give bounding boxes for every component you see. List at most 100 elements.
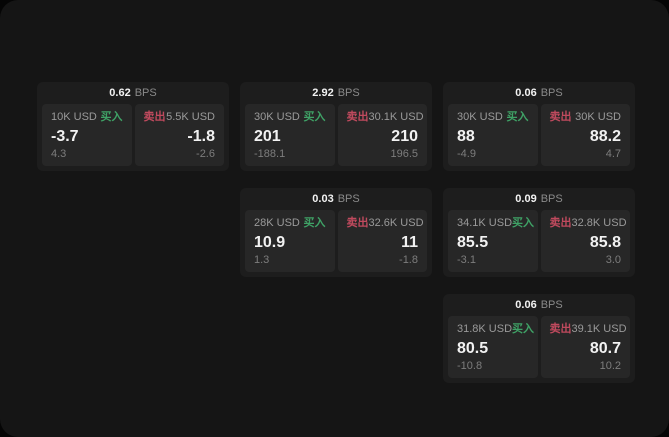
buy-delta: -3.1	[457, 254, 476, 266]
sell-amount: 39.1K USD	[571, 323, 627, 335]
buy-delta: -4.9	[457, 148, 476, 160]
sell-panel-header: 卖出 32.8K USD	[549, 217, 627, 229]
sell-panel[interactable]: 卖出 32.8K USD 85.8 3.0	[540, 210, 630, 272]
buy-delta: 4.3	[51, 148, 67, 160]
buy-panel-header: 34.1K USD 买入	[457, 217, 534, 229]
sell-delta: 10.2	[599, 360, 621, 372]
sell-delta: 196.5	[390, 148, 418, 160]
spread-unit-label: BPS	[134, 86, 157, 99]
spread-value: 0.06	[515, 298, 537, 311]
sell-panel[interactable]: 卖出 5.5K USD -1.8 -2.6	[134, 104, 224, 166]
sell-panel-header: 卖出 32.6K USD	[346, 217, 424, 229]
quote-panels: 31.8K USD 买入 80.5 -10.8 卖出 39.1K USD 80.…	[443, 316, 635, 383]
spread-header: 0.03 BPS	[240, 188, 432, 210]
buy-price: 10.9	[254, 234, 286, 251]
quote-panels: 34.1K USD 买入 85.5 -3.1 卖出 32.8K USD 85.8…	[443, 210, 635, 277]
buy-price: 85.5	[457, 234, 489, 251]
quote-card: 0.62 BPS 10K USD 买入 -3.7 4.3 卖出 5.5K USD…	[37, 82, 229, 171]
sell-side-label: 卖出	[549, 323, 572, 335]
sell-panel[interactable]: 卖出 30.1K USD 210 196.5	[337, 104, 427, 166]
sell-side-label: 卖出	[346, 217, 369, 229]
buy-amount: 30K USD	[457, 111, 503, 123]
buy-price: 80.5	[457, 340, 489, 357]
sell-delta: 4.7	[605, 148, 621, 160]
buy-panel-header: 30K USD 买入	[457, 112, 529, 123]
buy-panel-header: 10K USD 买入	[51, 112, 123, 123]
buy-amount: 31.8K USD	[457, 323, 513, 335]
quote-card: 0.06 BPS 30K USD 买入 88 -4.9 卖出 30K USD 8…	[443, 82, 635, 171]
sell-amount: 30K USD	[575, 111, 621, 123]
quote-card: 0.06 BPS 31.8K USD 买入 80.5 -10.8 卖出 39.1…	[443, 294, 635, 383]
buy-delta: 1.3	[254, 254, 270, 266]
sell-amount: 32.6K USD	[368, 217, 424, 229]
quote-panels: 28K USD 买入 10.9 1.3 卖出 32.6K USD 11 -1.8	[240, 210, 432, 277]
buy-panel-header: 30K USD 买入	[254, 112, 326, 123]
buy-side-label: 买入	[506, 111, 529, 123]
buy-amount: 34.1K USD	[457, 217, 513, 229]
quote-panels: 30K USD 买入 201 -188.1 卖出 30.1K USD 210 1…	[240, 104, 432, 171]
buy-delta: -10.8	[457, 360, 483, 372]
buy-delta: -188.1	[254, 148, 286, 160]
sell-delta: -1.8	[399, 254, 418, 266]
spread-unit-label: BPS	[337, 192, 360, 205]
sell-price: -1.8	[187, 128, 215, 145]
buy-panel[interactable]: 10K USD 买入 -3.7 4.3	[42, 104, 132, 166]
spread-header: 0.09 BPS	[443, 188, 635, 210]
spread-unit-label: BPS	[540, 298, 563, 311]
sell-price: 80.7	[589, 340, 621, 357]
sell-panel[interactable]: 卖出 39.1K USD 80.7 10.2	[540, 316, 630, 378]
quote-panels: 10K USD 买入 -3.7 4.3 卖出 5.5K USD -1.8 -2.…	[37, 104, 229, 171]
buy-amount: 30K USD	[254, 111, 300, 123]
buy-panel[interactable]: 31.8K USD 买入 80.5 -10.8	[448, 316, 538, 378]
sell-side-label: 卖出	[143, 111, 166, 123]
spread-value: 0.62	[109, 86, 131, 99]
sell-price: 85.8	[589, 234, 621, 251]
buy-panel-header: 28K USD 买入	[254, 218, 326, 229]
buy-panel-header: 31.8K USD 买入	[457, 323, 534, 335]
sell-delta: 3.0	[605, 254, 621, 266]
quote-panels: 30K USD 买入 88 -4.9 卖出 30K USD 88.2 4.7	[443, 104, 635, 171]
sell-side-label: 卖出	[549, 217, 572, 229]
spread-unit-label: BPS	[540, 86, 563, 99]
buy-amount: 10K USD	[51, 111, 97, 123]
buy-price: -3.7	[51, 128, 79, 145]
spread-header: 2.92 BPS	[240, 82, 432, 104]
buy-side-label: 买入	[512, 323, 535, 335]
sell-price: 88.2	[589, 128, 621, 145]
buy-panel[interactable]: 30K USD 买入 88 -4.9	[448, 104, 538, 166]
sell-panel-header: 卖出 39.1K USD	[549, 323, 627, 335]
cards-grid: 0.62 BPS 10K USD 买入 -3.7 4.3 卖出 5.5K USD…	[37, 82, 635, 383]
buy-side-label: 买入	[303, 111, 326, 123]
sell-amount: 5.5K USD	[166, 111, 215, 123]
spread-value: 0.03	[312, 192, 334, 205]
sell-amount: 30.1K USD	[368, 111, 424, 123]
buy-panel[interactable]: 30K USD 买入 201 -188.1	[245, 104, 335, 166]
buy-price: 88	[457, 128, 475, 145]
buy-amount: 28K USD	[254, 217, 300, 229]
spread-header: 0.62 BPS	[37, 82, 229, 104]
sell-delta: -2.6	[196, 148, 215, 160]
spread-value: 0.09	[515, 192, 537, 205]
buy-panel[interactable]: 34.1K USD 买入 85.5 -3.1	[448, 210, 538, 272]
buy-side-label: 买入	[100, 111, 123, 123]
spread-unit-label: BPS	[540, 192, 563, 205]
sell-amount: 32.8K USD	[571, 217, 627, 229]
buy-side-label: 买入	[512, 217, 535, 229]
sell-panel-header: 卖出 5.5K USD	[144, 112, 216, 123]
quote-card: 0.09 BPS 34.1K USD 买入 85.5 -3.1 卖出 32.8K…	[443, 188, 635, 277]
sell-price: 11	[401, 234, 418, 251]
spread-unit-label: BPS	[337, 86, 360, 99]
buy-price: 201	[254, 128, 281, 145]
sell-side-label: 卖出	[346, 111, 369, 123]
sell-panel-header: 卖出 30.1K USD	[346, 111, 424, 123]
sell-panel[interactable]: 卖出 32.6K USD 11 -1.8	[337, 210, 427, 272]
buy-panel[interactable]: 28K USD 买入 10.9 1.3	[245, 210, 335, 272]
quote-card: 0.03 BPS 28K USD 买入 10.9 1.3 卖出 32.6K US…	[240, 188, 432, 277]
sell-price: 210	[391, 128, 418, 145]
spread-value: 0.06	[515, 86, 537, 99]
quote-card: 2.92 BPS 30K USD 买入 201 -188.1 卖出 30.1K …	[240, 82, 432, 171]
spread-value: 2.92	[312, 86, 334, 99]
spread-header: 0.06 BPS	[443, 82, 635, 104]
sell-panel[interactable]: 卖出 30K USD 88.2 4.7	[540, 104, 630, 166]
